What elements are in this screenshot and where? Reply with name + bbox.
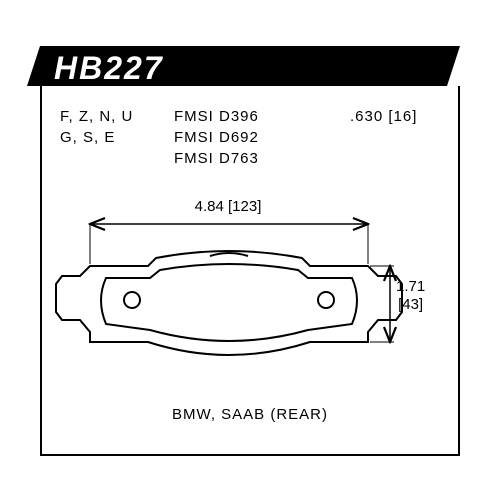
guide-hole [318, 292, 334, 308]
pad-diagram [0, 0, 500, 500]
spec-sheet: HB227 F, Z, N, U G, S, E FMSI D396 FMSI … [0, 0, 500, 500]
guide-hole [124, 292, 140, 308]
clip-arc [210, 253, 248, 256]
pad-outer-outline [56, 251, 402, 355]
